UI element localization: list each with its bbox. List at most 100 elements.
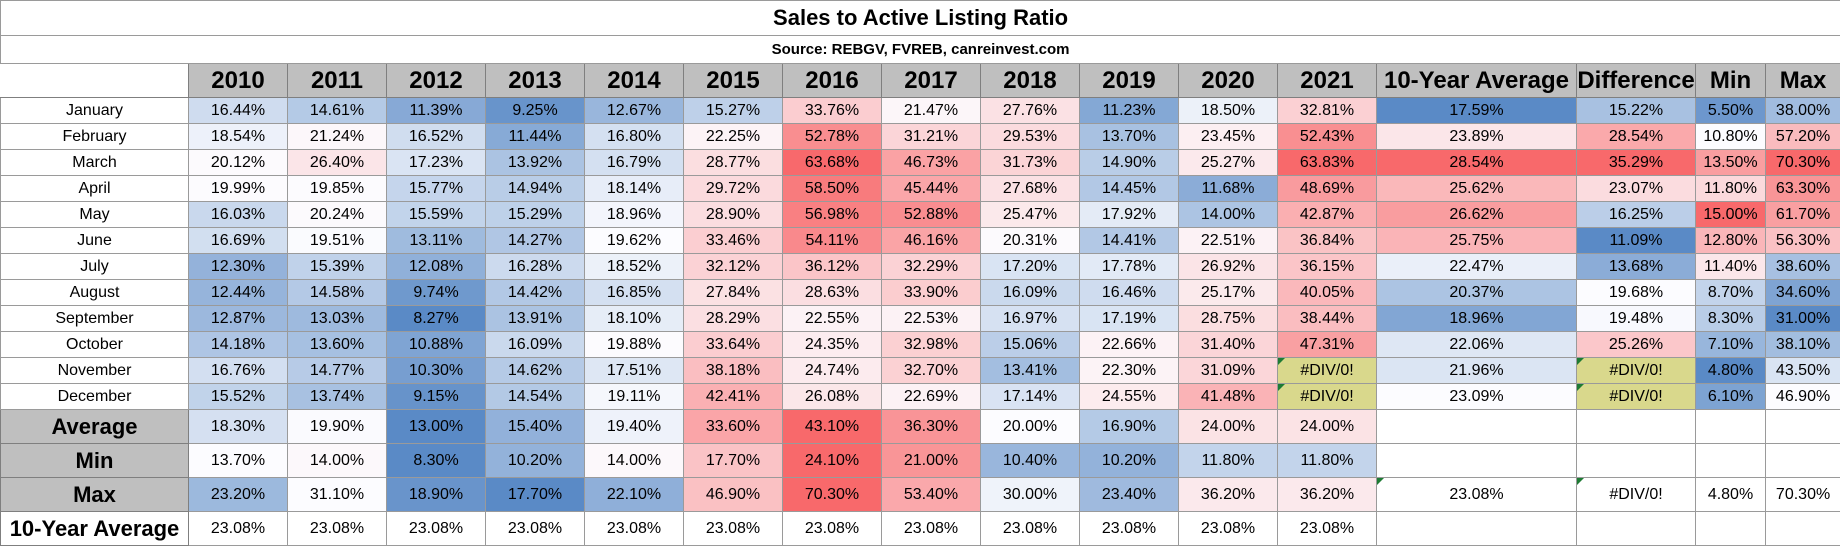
summary-cell[interactable]: 10.40% [980,443,1080,478]
data-cell[interactable]: 33.90% [881,279,981,306]
data-cell[interactable]: 31.40% [1178,331,1278,358]
data-cell[interactable]: 14.42% [485,279,585,306]
row-label[interactable]: July [0,253,189,280]
column-header[interactable]: 2020 [1178,63,1278,98]
data-cell[interactable]: 17.19% [1079,305,1179,332]
data-cell[interactable]: 20.12% [188,149,288,176]
data-cell[interactable]: 26.08% [782,383,882,410]
data-cell[interactable]: 22.06% [1376,331,1577,358]
row-label[interactable]: May [0,201,189,228]
data-cell[interactable]: 15.77% [386,175,486,202]
data-cell[interactable]: 22.25% [683,123,783,150]
data-cell[interactable]: 40.05% [1277,279,1377,306]
data-cell[interactable]: 12.87% [188,305,288,332]
summary-cell[interactable]: 23.08% [1178,511,1278,546]
data-cell[interactable]: 24.55% [1079,383,1179,410]
data-cell[interactable]: 18.96% [584,201,684,228]
data-cell[interactable]: 15.00% [1695,201,1766,228]
data-cell[interactable]: 10.30% [386,357,486,384]
data-cell[interactable]: 13.50% [1695,149,1766,176]
data-cell[interactable]: 17.20% [980,253,1080,280]
row-label[interactable]: November [0,357,189,384]
data-cell[interactable]: 46.90% [1764,383,1840,410]
summary-cell[interactable]: 23.08% [485,511,585,546]
summary-cell[interactable]: 10.20% [485,443,585,478]
column-header[interactable]: 2014 [584,63,684,98]
summary-cell[interactable]: 53.40% [881,477,981,512]
data-cell[interactable]: 14.90% [1079,149,1179,176]
summary-cell[interactable]: 36.30% [881,409,981,444]
summary-cell[interactable]: 20.00% [980,409,1080,444]
summary-cell[interactable]: 46.90% [683,477,783,512]
summary-cell[interactable]: 70.30% [1764,477,1840,512]
column-header[interactable]: 2016 [782,63,882,98]
data-cell[interactable]: 17.59% [1376,97,1577,124]
column-header[interactable]: 10-Year Average [1376,63,1577,98]
summary-cell[interactable]: 19.90% [287,409,387,444]
summary-cell[interactable]: 17.70% [485,477,585,512]
data-cell[interactable]: 18.14% [584,175,684,202]
data-cell[interactable]: 14.62% [485,357,585,384]
summary-cell[interactable]: 16.90% [1079,409,1179,444]
data-cell[interactable]: #DIV/0! [1576,383,1696,410]
data-cell[interactable]: 28.90% [683,201,783,228]
summary-cell[interactable]: 11.80% [1277,443,1377,478]
data-cell[interactable]: 21.24% [287,123,387,150]
data-cell[interactable]: 16.09% [980,279,1080,306]
summary-cell[interactable]: 36.20% [1277,477,1377,512]
data-cell[interactable]: 32.98% [881,331,981,358]
summary-cell[interactable]: 23.08% [881,511,981,546]
data-cell[interactable]: 52.78% [782,123,882,150]
summary-cell[interactable]: 14.00% [584,443,684,478]
data-cell[interactable]: 25.47% [980,201,1080,228]
data-cell[interactable]: 31.73% [980,149,1080,176]
summary-cell[interactable]: 23.08% [782,511,882,546]
data-cell[interactable]: 29.53% [980,123,1080,150]
data-cell[interactable]: 52.43% [1277,123,1377,150]
summary-cell[interactable]: 70.30% [782,477,882,512]
data-cell[interactable]: 5.50% [1695,97,1766,124]
data-cell[interactable]: 11.80% [1695,175,1766,202]
summary-cell[interactable]: 23.40% [1079,477,1179,512]
data-cell[interactable]: 8.70% [1695,279,1766,306]
column-header[interactable]: 2017 [881,63,981,98]
data-cell[interactable]: 12.67% [584,97,684,124]
data-cell[interactable]: 22.47% [1376,253,1577,280]
summary-cell[interactable]: 23.08% [980,511,1080,546]
data-cell[interactable]: 17.78% [1079,253,1179,280]
data-cell[interactable]: 19.85% [287,175,387,202]
data-cell[interactable]: 36.84% [1277,227,1377,254]
data-cell[interactable]: 17.14% [980,383,1080,410]
data-cell[interactable]: 19.62% [584,227,684,254]
data-cell[interactable]: 38.44% [1277,305,1377,332]
data-cell[interactable]: 16.79% [584,149,684,176]
data-cell[interactable]: 14.94% [485,175,585,202]
data-cell[interactable]: 31.21% [881,123,981,150]
summary-cell[interactable] [1576,443,1696,478]
data-cell[interactable]: 58.50% [782,175,882,202]
data-cell[interactable]: 7.10% [1695,331,1766,358]
summary-cell[interactable] [1764,443,1840,478]
summary-cell[interactable]: 17.70% [683,443,783,478]
data-cell[interactable]: 28.75% [1178,305,1278,332]
data-cell[interactable]: 54.11% [782,227,882,254]
summary-cell[interactable]: 30.00% [980,477,1080,512]
data-cell[interactable]: 20.24% [287,201,387,228]
data-cell[interactable]: 29.72% [683,175,783,202]
data-cell[interactable]: 38.00% [1764,97,1840,124]
column-header[interactable]: 2012 [386,63,486,98]
data-cell[interactable]: 23.07% [1576,175,1696,202]
summary-cell[interactable] [1695,511,1766,546]
data-cell[interactable]: 38.60% [1764,253,1840,280]
summary-cell[interactable] [1764,409,1840,444]
data-cell[interactable]: 28.63% [782,279,882,306]
data-cell[interactable]: 25.26% [1576,331,1696,358]
summary-cell[interactable] [1764,511,1840,546]
data-cell[interactable]: 28.54% [1576,123,1696,150]
data-cell[interactable]: 27.76% [980,97,1080,124]
summary-cell[interactable]: 19.40% [584,409,684,444]
data-cell[interactable]: 70.30% [1764,149,1840,176]
data-cell[interactable]: 46.16% [881,227,981,254]
data-cell[interactable]: 24.74% [782,357,882,384]
data-cell[interactable]: 14.77% [287,357,387,384]
